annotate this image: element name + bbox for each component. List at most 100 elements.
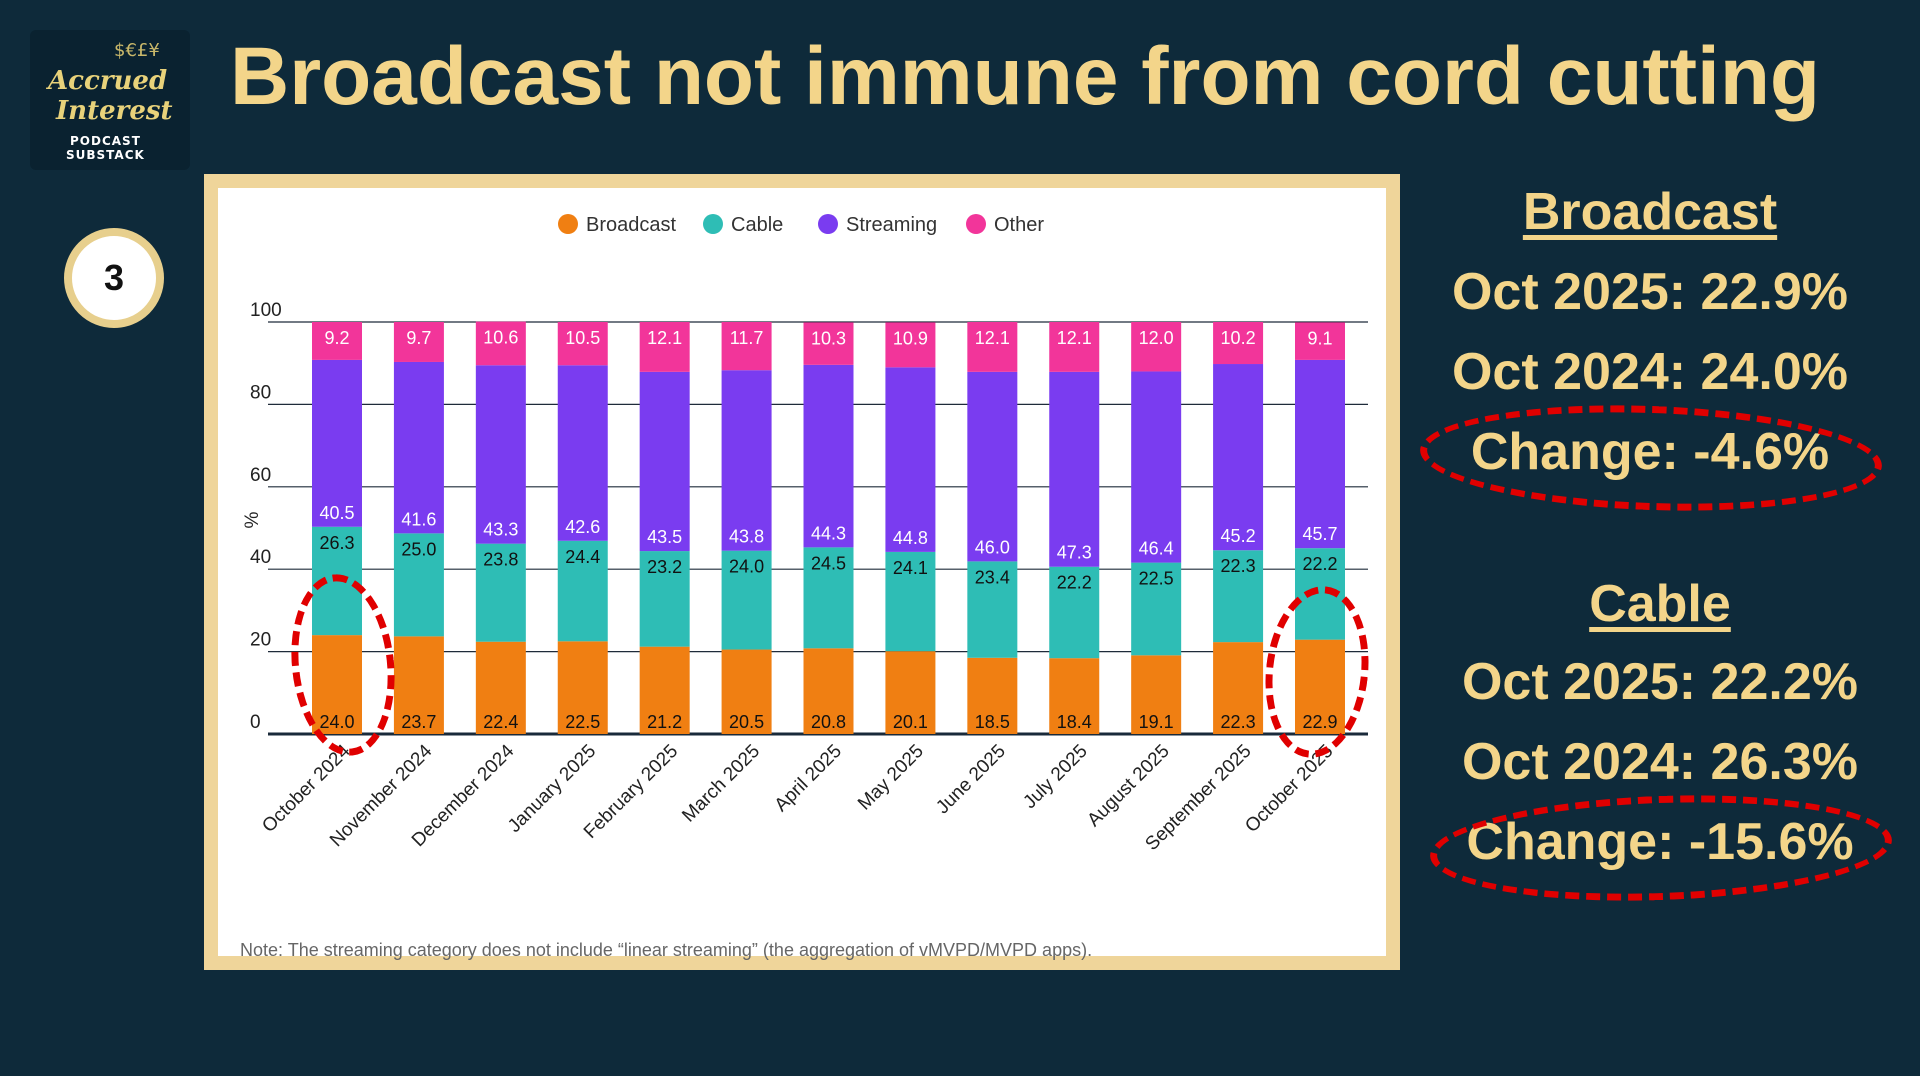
- y-tick-label: 40: [250, 547, 271, 568]
- bar-other-september-2025: [1213, 322, 1264, 365]
- bar-streaming-november-2024: [393, 361, 444, 534]
- data-label-other-june-2025: 12.1: [975, 328, 1010, 348]
- cable-oct-2025: Oct 2025: 22.2%: [1461, 653, 1859, 711]
- cable-oct-2024: Oct 2024: 26.3%: [1461, 733, 1859, 791]
- data-label-other-march-2025: 11.7: [730, 328, 764, 348]
- data-label-streaming-november-2024: 41.6: [401, 509, 436, 529]
- bar-cable-september-2025: [1213, 550, 1264, 643]
- data-label-broadcast-may-2025: 20.1: [893, 712, 928, 732]
- bar-other-march-2025: [721, 322, 772, 371]
- bar-cable-october-2024: [312, 526, 362, 636]
- data-label-broadcast-october-2025: 22.9: [1302, 712, 1337, 732]
- bar-streaming-october-2025: [1295, 359, 1345, 549]
- data-label-cable-january-2025: 24.4: [565, 547, 600, 567]
- bar-streaming-june-2025: [967, 371, 1018, 562]
- bar-cable-november-2024: [393, 533, 444, 637]
- logo: $€£¥ Accrued Interest PODCAST SUBSTACK: [30, 30, 190, 170]
- bar-other-january-2025: [557, 322, 608, 366]
- data-label-streaming-january-2025: 42.6: [565, 517, 600, 537]
- logo-line-1: Accrued: [48, 66, 168, 96]
- data-label-cable-may-2025: 24.1: [893, 558, 928, 578]
- bar-broadcast-august-2025: [1131, 655, 1182, 734]
- legend-marker-streaming: [818, 214, 838, 234]
- data-label-other-august-2025: 12.0: [1139, 328, 1174, 348]
- y-tick-label: 0: [250, 712, 261, 733]
- legend-label-other: Other: [994, 214, 1044, 236]
- bar-broadcast-july-2025: [1049, 658, 1100, 734]
- bar-cable-august-2025: [1131, 562, 1182, 656]
- logo-line-4: SUBSTACK: [66, 148, 145, 162]
- bar-broadcast-february-2025: [639, 646, 690, 734]
- data-label-streaming-august-2025: 46.4: [1139, 539, 1174, 559]
- data-label-other-april-2025: 10.3: [811, 328, 846, 348]
- chart-panel: 0 20 40 60 80 100% Broadcast Cable Streaming Othe…: [218, 188, 1386, 960]
- data-label-streaming-december-2024: 43.3: [483, 520, 518, 540]
- data-label-streaming-february-2025: 43.5: [647, 527, 682, 547]
- data-label-broadcast-october-2024: 24.0: [319, 712, 354, 732]
- data-label-other-october-2024: 9.2: [324, 328, 349, 348]
- bar-broadcast-april-2025: [803, 648, 854, 734]
- x-tick-label-june-2025: June 2025: [932, 741, 1010, 819]
- data-label-streaming-april-2025: 44.3: [811, 523, 846, 543]
- currency-symbols: $€£¥: [114, 40, 160, 61]
- bar-streaming-may-2025: [885, 367, 936, 552]
- chart-note: Note: The streaming category does not in…: [240, 940, 1093, 960]
- data-label-cable-june-2025: 23.4: [975, 567, 1010, 587]
- bar-other-august-2025: [1131, 322, 1182, 372]
- data-label-cable-december-2024: 23.8: [483, 550, 518, 570]
- bar-cable-january-2025: [557, 540, 608, 642]
- bar-streaming-august-2025: [1131, 371, 1182, 563]
- data-label-cable-april-2025: 24.5: [811, 553, 846, 573]
- y-tick-label: 60: [250, 465, 271, 486]
- bar-streaming-september-2025: [1213, 364, 1264, 551]
- bar-other-july-2025: [1049, 322, 1100, 372]
- bar-cable-december-2024: [475, 543, 526, 642]
- bar-cable-june-2025: [967, 561, 1018, 658]
- data-label-broadcast-april-2025: 20.8: [811, 712, 846, 732]
- step-badge: 3: [64, 228, 164, 328]
- data-label-streaming-may-2025: 44.8: [893, 528, 928, 548]
- data-label-cable-october-2024: 26.3: [319, 533, 354, 553]
- logo-line-3: PODCAST: [70, 134, 141, 148]
- logo-line-2: Interest: [56, 96, 173, 126]
- x-tick-label-march-2025: March 2025: [678, 741, 764, 827]
- bar-streaming-january-2025: [557, 365, 608, 541]
- bar-broadcast-october-2025: [1295, 639, 1345, 734]
- bar-streaming-july-2025: [1049, 371, 1100, 567]
- data-label-broadcast-june-2025: 18.5: [975, 712, 1010, 732]
- bar-broadcast-december-2024: [475, 641, 526, 734]
- data-label-cable-august-2025: 22.5: [1139, 569, 1174, 589]
- bar-other-december-2024: [475, 321, 526, 366]
- data-label-streaming-september-2025: 45.2: [1221, 526, 1256, 546]
- bar-streaming-december-2024: [475, 365, 526, 544]
- data-label-broadcast-february-2025: 21.2: [647, 712, 682, 732]
- bar-other-june-2025: [967, 322, 1018, 372]
- data-label-other-september-2025: 10.2: [1221, 328, 1256, 348]
- bar-broadcast-october-2024: [312, 635, 362, 734]
- bar-broadcast-september-2025: [1213, 642, 1264, 734]
- bar-streaming-february-2025: [639, 371, 690, 552]
- bar-broadcast-june-2025: [967, 657, 1018, 734]
- data-label-cable-november-2024: 25.0: [401, 539, 436, 559]
- stacked-bar-chart: 0 20 40 60 80 100% Broadcast Cable Streaming Othe…: [242, 214, 1368, 855]
- broadcast-oct-2025: Oct 2025: 22.9%: [1451, 263, 1849, 321]
- broadcast-header: Broadcast: [1522, 183, 1778, 241]
- bar-cable-march-2025: [721, 550, 772, 650]
- data-label-cable-february-2025: 23.2: [647, 557, 682, 577]
- bar-broadcast-january-2025: [557, 641, 608, 734]
- data-label-streaming-july-2025: 47.3: [1057, 543, 1092, 563]
- data-label-other-october-2025: 9.1: [1307, 328, 1332, 348]
- bar-streaming-march-2025: [721, 370, 772, 551]
- legend-marker-other: [966, 214, 986, 234]
- data-label-cable-september-2025: 22.3: [1221, 556, 1256, 576]
- data-label-broadcast-november-2024: 23.7: [401, 712, 436, 732]
- data-label-other-february-2025: 12.1: [647, 328, 682, 348]
- bar-broadcast-march-2025: [721, 649, 772, 734]
- y-tick-label: 100: [250, 300, 282, 321]
- data-label-streaming-october-2025: 45.7: [1302, 524, 1337, 544]
- data-label-other-july-2025: 12.1: [1057, 328, 1092, 348]
- bar-streaming-october-2024: [312, 359, 362, 527]
- page-title: Broadcast not immune from cord cutting: [230, 31, 1820, 122]
- data-label-other-january-2025: 10.5: [565, 328, 600, 348]
- data-label-cable-march-2025: 24.0: [729, 557, 764, 577]
